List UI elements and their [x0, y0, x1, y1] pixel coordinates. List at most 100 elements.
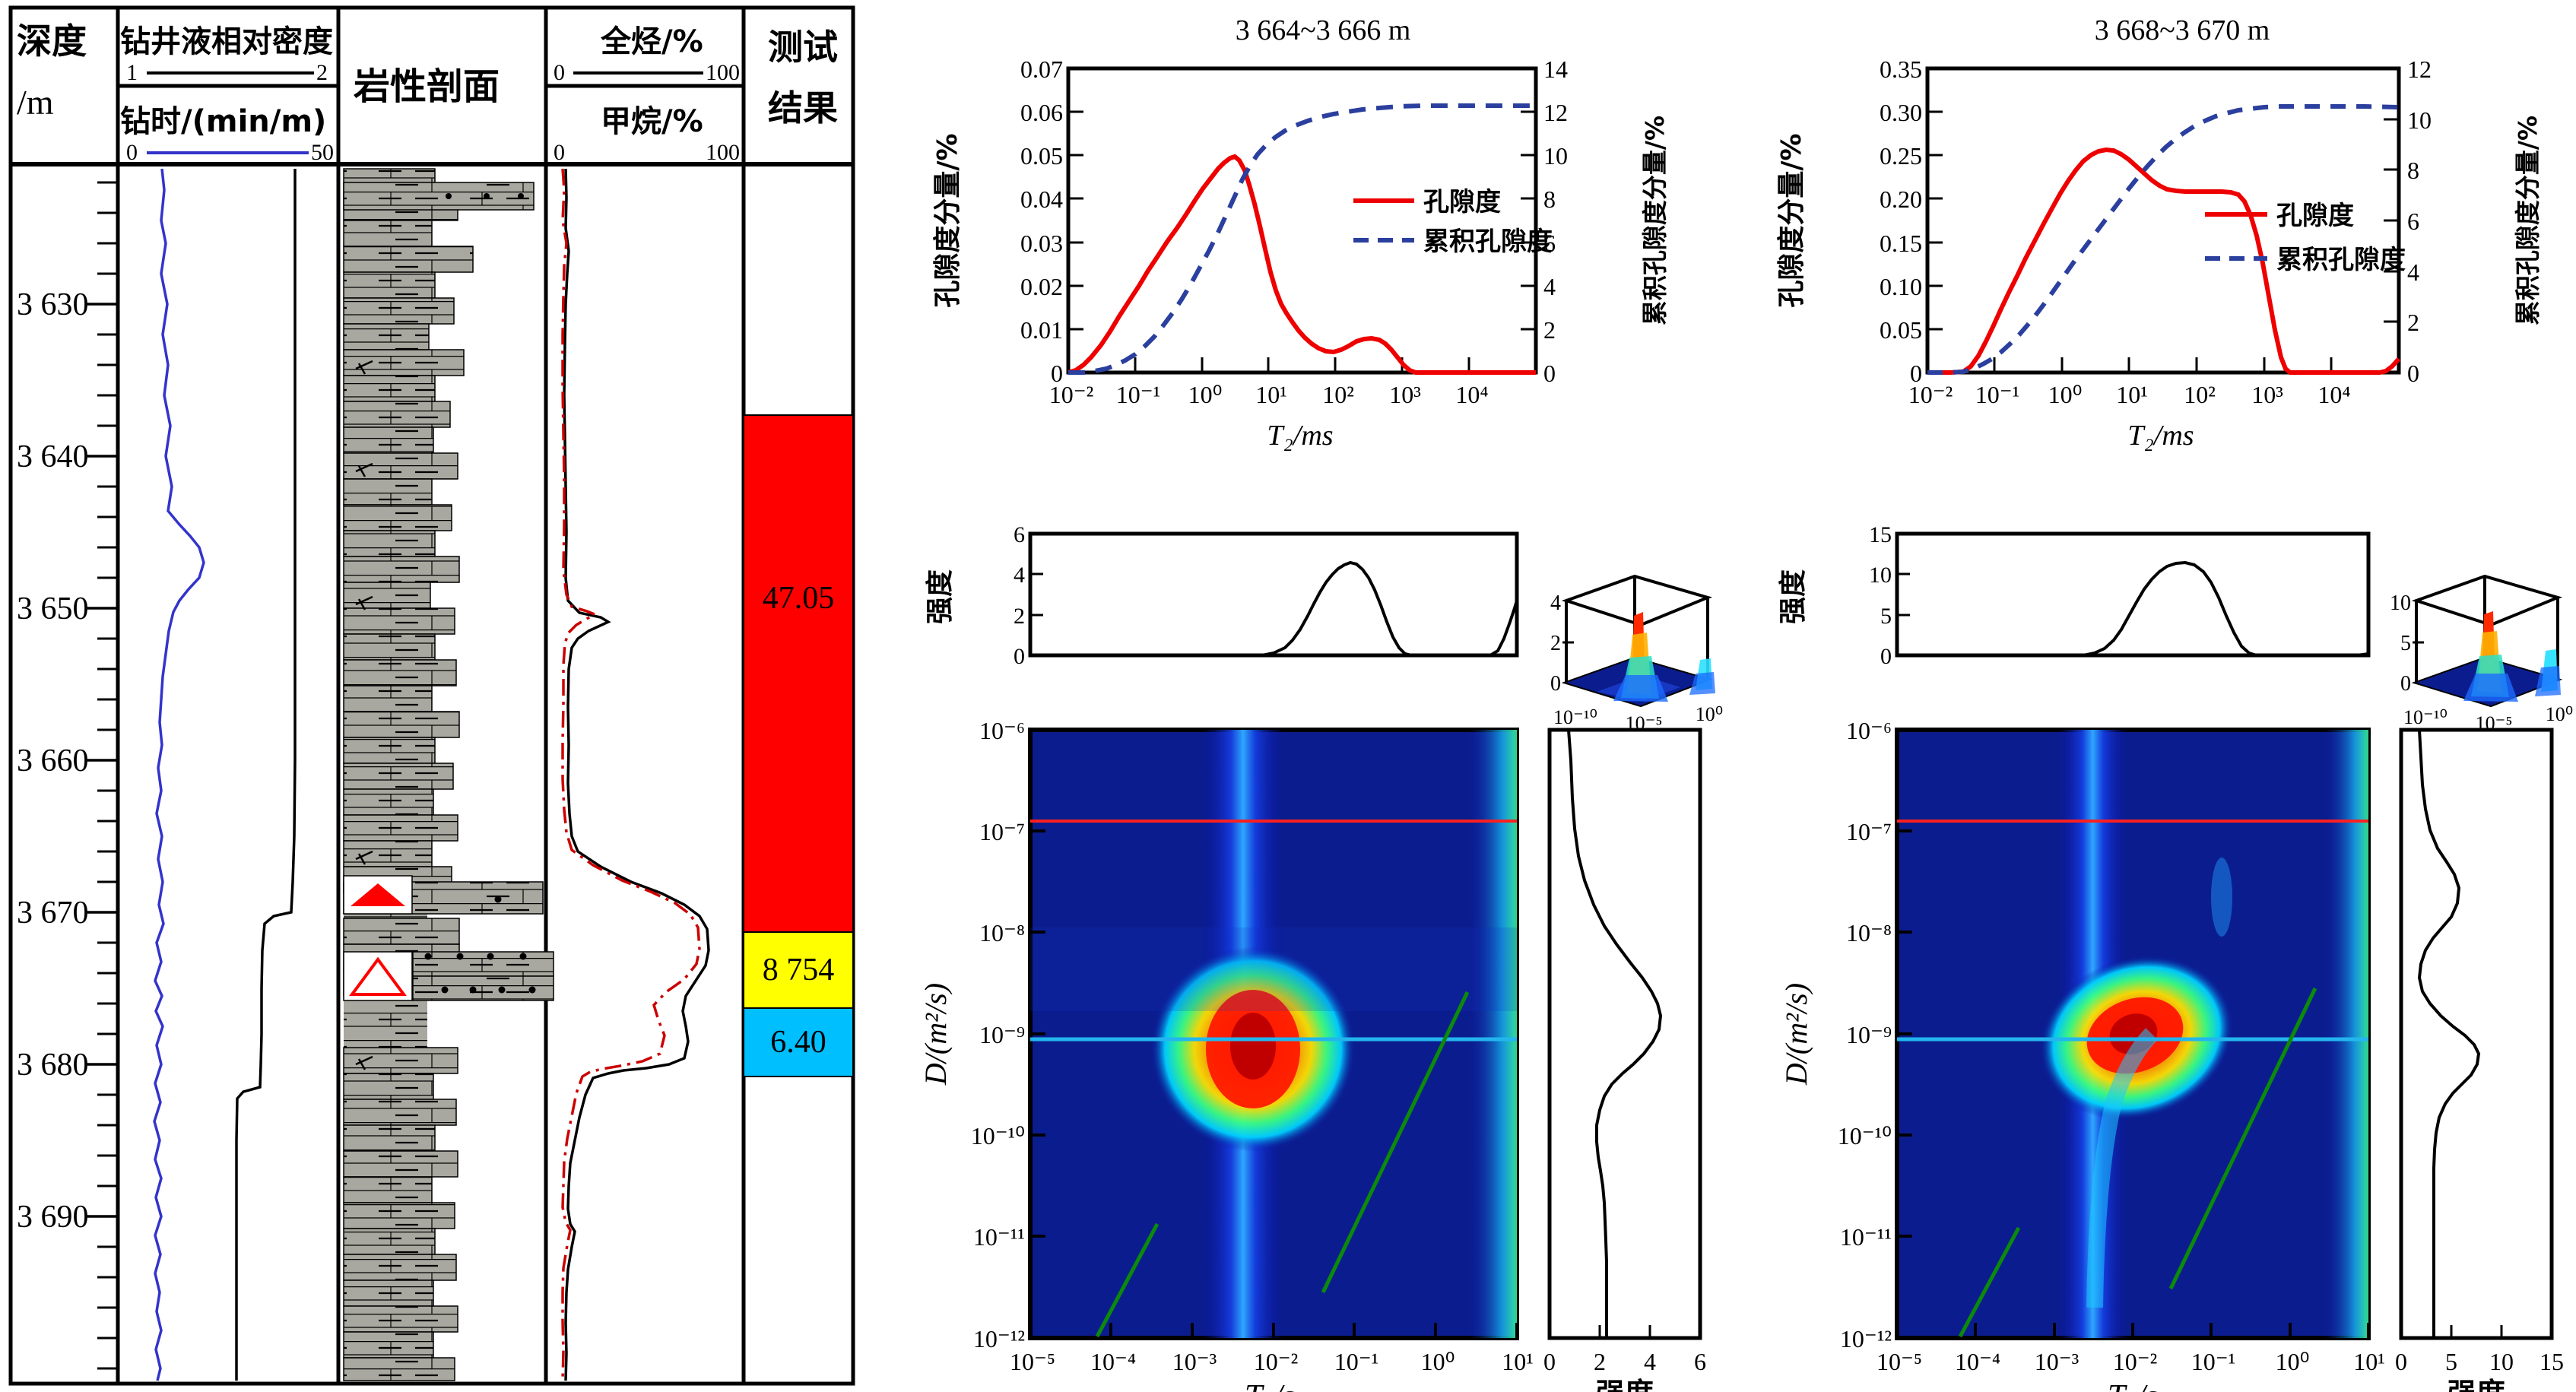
gas-show-filled-triangle-icon [343, 875, 413, 915]
dt2-right-right-xlabel: 强度 [2448, 1377, 2505, 1392]
dt2-left-right-xlabel: 强度 [1596, 1377, 1654, 1392]
depth-scale: 3 630 3 640 3 650 3 660 3 670 3 680 3 69… [17, 181, 118, 1370]
dt2-right-ylabel: D/(m²/s) [1779, 983, 1813, 1086]
nmr-right-title: 3 668~3 670 m [2095, 14, 2270, 46]
nmr-left-legend-porosity: 孔隙度 [1423, 187, 1501, 217]
dt2-right-right-xtick: 5 [2445, 1348, 2457, 1375]
dt2-left-right-marginal: 0 2 4 6 强度 [1543, 728, 1706, 1392]
dt2-left-ytick: 10⁻⁸ [979, 919, 1025, 946]
dt2-left-ytick: 10⁻¹¹ [973, 1223, 1025, 1251]
nmr-right-plot-frame [1925, 66, 2401, 375]
header-total-hydrocarbon: 全烃/% 0 100 [544, 5, 746, 88]
dt2-left-right-curve [1567, 729, 1663, 1338]
test-result-column: 47.05 8 754 6.40 [743, 414, 854, 1077]
nmr-left-xaxis: 10⁻² 10⁻¹ 10⁰ 10¹ 10² 10³ 10⁴ [1049, 357, 1537, 408]
nmr-right-xaxis: 10⁻² 10⁻¹ 10⁰ 10¹ 10² 10³ 10⁴ [1908, 357, 2400, 408]
dt2-right-xtick: 10⁻¹ [2191, 1348, 2235, 1375]
nmr-left-ytick: 0.03 [1020, 230, 1063, 257]
header-methane: 甲烷/% 0 100 [544, 84, 746, 166]
dt2-right-right-xtick: 15 [2540, 1348, 2564, 1375]
nmr-left-xtick: 10⁻¹ [1116, 381, 1160, 408]
dt2-left-3d-ztick: 2 [1550, 632, 1561, 655]
dt2-left-xtick: 10⁻⁵ [1010, 1348, 1055, 1375]
header-drilling-time-label: 钻时/(min/m) [120, 104, 326, 139]
nmr-left-xlabel: T₂/ms [1267, 420, 1333, 452]
nmr-left-xtick: 10³ [1389, 381, 1421, 408]
nmr-right-legend-porosity: 孔隙度 [2276, 201, 2354, 231]
nmr-right-ytick: 0.20 [1880, 185, 1922, 213]
dt2-left-top-ylabel: 强度 [925, 569, 956, 624]
dt2-right-xtick: 10⁻⁴ [1955, 1348, 2000, 1375]
dt2-right-ytick: 10⁻¹¹ [1840, 1223, 1892, 1251]
dt2-right-top-ytick: 15 [1869, 522, 1892, 547]
dt2-left-xtick: 10⁻³ [1172, 1348, 1217, 1375]
header-depth: 深度 /m [17, 8, 120, 1384]
dt2-right-top-curve [1897, 560, 2369, 657]
nmr-right-legend: 孔隙度 累积孔隙度 [2205, 201, 2406, 275]
dt2-right-xaxis: 10⁻⁵ 10⁻⁴ 10⁻³ 10⁻² 10⁻¹ 10⁰ 10¹ [1876, 1323, 2385, 1375]
depth-tick-label: 3 670 [17, 896, 89, 931]
nmr-left-y2tick: 6 [1543, 230, 1556, 257]
total-hc-max: 100 [706, 60, 740, 85]
dt2-left-xtick: 10⁻² [1254, 1348, 1298, 1375]
dt2-right-3d-xtick: 10⁰ [2546, 703, 2573, 725]
header-methane-label: 甲烷/% [601, 104, 703, 139]
mud-density-min: 1 [126, 60, 138, 85]
depth-tick-label: 3 680 [17, 1048, 89, 1083]
dt2-left-right-xtick: 4 [1644, 1348, 1656, 1375]
nmr-right-y2tick: 6 [2407, 208, 2419, 235]
dt2-right-oil-trend-line [1958, 1226, 2021, 1338]
dt2-left-top-curve [1030, 560, 1518, 657]
dt2-right-top-marginal: 0 5 10 15 强度 [1778, 522, 2371, 669]
dt2-right-right-marginal: 0 5 10 15 强度 [2395, 728, 2564, 1392]
methane-max: 100 [706, 140, 740, 165]
dt2-left-xtick: 10⁻¹ [1334, 1348, 1378, 1375]
nmr-left-ytick: 0.02 [1020, 273, 1063, 300]
dt2-right-xlabel: T₂/s [2108, 1379, 2158, 1392]
dt2-left-yaxis: 10⁻⁶ 10⁻⁷ 10⁻⁸ 10⁻⁹ 10⁻¹⁰ 10⁻¹¹ 10⁻¹² [971, 717, 1045, 1352]
test-result-block-cyan [743, 1007, 854, 1077]
sandy-bed [343, 182, 554, 1001]
dt2-right-heatmap [1895, 728, 2371, 1340]
nmr-right-y2tick: 8 [2407, 157, 2419, 184]
dt2-left-xtick: 10⁰ [1421, 1348, 1455, 1375]
lithology-column [343, 168, 554, 1381]
nmr-right-ytick: 0.10 [1880, 273, 1922, 300]
dt2-right-3d-ztick: 10 [2390, 591, 2411, 615]
nmr-chart-3668-3670: 3 668~3 670 m 0 0.05 0.10 0.15 0.20 0.25… [1756, 0, 2576, 471]
header-drilling-time: 钻时/(min/m) 0 50 [116, 84, 341, 166]
nmr-right-ytick: 0.05 [1880, 316, 1922, 344]
dt2-right-3d-ztick: 5 [2400, 632, 2411, 655]
nmr-right-xtick: 10² [2184, 381, 2216, 408]
nmr-left-ytick: 0 [1051, 360, 1063, 387]
dt2-left-top-ytick: 2 [1014, 604, 1025, 629]
dt2-right-right-curve [2417, 729, 2481, 1338]
nmr-right-y2label: 累积孔隙度分量/% [2513, 116, 2543, 325]
dt2-left-xaxis: 10⁻⁵ 10⁻⁴ 10⁻³ 10⁻² 10⁻¹ 10⁰ 10¹ [1010, 1323, 1534, 1375]
nmr-left-y2tick: 10 [1543, 142, 1568, 170]
nmr-right-y2tick: 4 [2407, 258, 2419, 286]
nmr-right-ytick: 0.35 [1880, 55, 1922, 83]
nmr-right-porosity-curve [1927, 147, 2401, 375]
dt2-right-xtick: 10⁻² [2113, 1348, 2157, 1375]
dt2-right-xtick: 10⁻⁵ [1876, 1348, 1922, 1375]
nmr-right-y2axis: 0 2 4 6 8 10 12 [2384, 55, 2432, 387]
nmr-left-xtick: 10⁴ [1455, 381, 1488, 408]
test-result-value-cyan: 6.40 [770, 1025, 826, 1060]
drilling-time-min: 0 [126, 140, 138, 165]
dt2-left-3d-xtick: 10⁻¹⁰ [1553, 706, 1597, 728]
dt2-right-right-xtick: 0 [2395, 1348, 2407, 1375]
nmr-chart-3664-3666: 3 664~3 666 m 0 0.01 0.02 0.03 0.04 0.05… [920, 0, 1688, 471]
nmr-right-yaxis: 0 0.05 0.10 0.15 0.20 0.25 0.30 0.35 [1880, 55, 1943, 387]
nmr-left-legend: 孔隙度 累积孔隙度 [1353, 187, 1553, 257]
dt2-right-top-ylabel: 强度 [1778, 569, 1809, 624]
nmr-right-ytick: 0.25 [1880, 142, 1922, 170]
nmr-right-y2tick: 12 [2407, 55, 2432, 83]
dt2-right-top-ytick: 0 [1880, 644, 1892, 669]
mud-density-max: 2 [316, 60, 328, 85]
dt2-right-xtick: 10¹ [2353, 1348, 2385, 1375]
header-depth-line2: /m [17, 83, 54, 122]
gas-show-open-triangle-icon [343, 951, 413, 1001]
nmr-left-cumulative-curve [1068, 103, 1536, 375]
nmr-right-xlabel: T₂/ms [2127, 420, 2194, 452]
